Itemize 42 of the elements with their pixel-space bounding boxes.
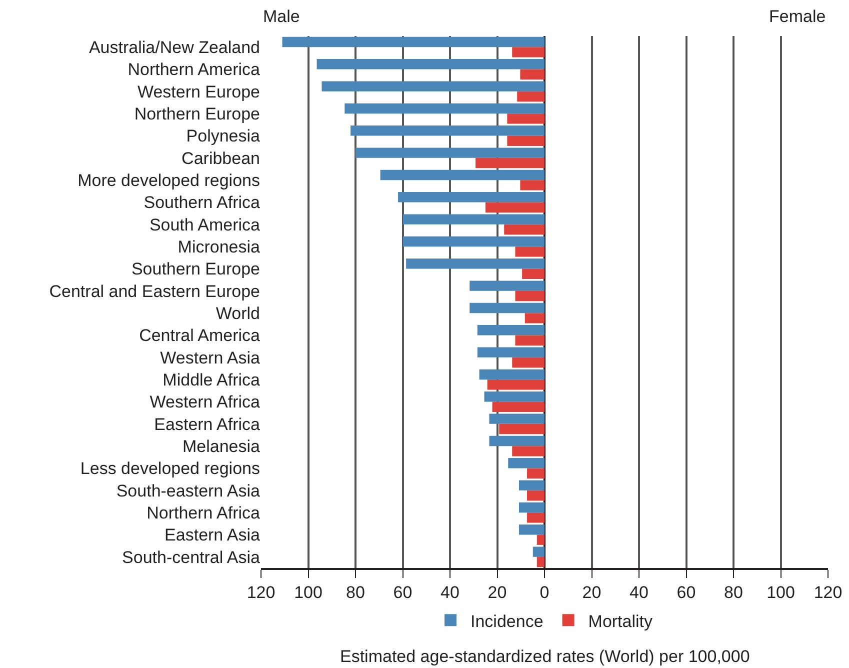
x-tick-label: 40 (630, 583, 648, 602)
x-tick-label: 100 (766, 583, 795, 602)
text: Male (263, 7, 300, 26)
x-tick-label: 60 (676, 583, 696, 602)
text: Female (769, 7, 826, 26)
x-tick-label: 120 (814, 583, 842, 602)
y-tick-label: Southern Africa (144, 193, 261, 212)
legend-label: Mortality (588, 612, 654, 631)
y-tick-label: Western Africa (150, 392, 261, 412)
x-tick-label: 20 (488, 583, 507, 602)
y-tick-label: South-eastern Asia (116, 481, 261, 500)
x-tick-label: 100 (294, 583, 322, 602)
y-tick-label: World (216, 304, 260, 324)
y-tick-label: Central and Eastern Europe (49, 282, 260, 301)
y-tick-label: Eastern Africa (154, 414, 261, 434)
y-tick-label: Western Europe (137, 82, 260, 102)
x-axis-title: Estimated age-standardized rates (World) per 100,000 (340, 647, 750, 666)
x-tick-label: 120 (246, 583, 276, 602)
y-tick-label: Caribbean (182, 148, 260, 168)
x-tick-label: 0 (540, 583, 550, 602)
x-tick-label: 60 (393, 583, 412, 602)
y-tick-label: Australia/New Zealand (88, 38, 260, 58)
y-tick-label: Southern Europe (131, 260, 260, 279)
y-tick-label: Northern Europe (134, 104, 260, 124)
y-tick-label: Northern America (128, 60, 261, 80)
x-tick-label: 80 (724, 583, 743, 602)
y-tick-label: More developed regions (78, 171, 260, 190)
y-tick-label: Eastern Asia (164, 526, 261, 545)
x-tick-label: 40 (440, 583, 460, 602)
y-tick-label: South-central Asia (122, 548, 261, 567)
y-tick-label: Melanesia (182, 437, 261, 456)
y-tick-label: Polynesia (186, 126, 261, 146)
y-tick-label: Micronesia (178, 238, 261, 257)
legend-label: Incidence (470, 612, 544, 631)
y-tick-label: Western Asia (160, 348, 261, 368)
y-tick-label: Less developed regions (80, 459, 260, 478)
y-tick-label: South America (149, 215, 261, 234)
x-tick-label: 80 (346, 583, 365, 602)
y-tick-label: Northern Africa (146, 504, 261, 523)
x-tick-label: 20 (582, 583, 602, 602)
y-tick-label: Central America (139, 326, 261, 346)
y-tick-label: Middle Africa (162, 370, 261, 390)
